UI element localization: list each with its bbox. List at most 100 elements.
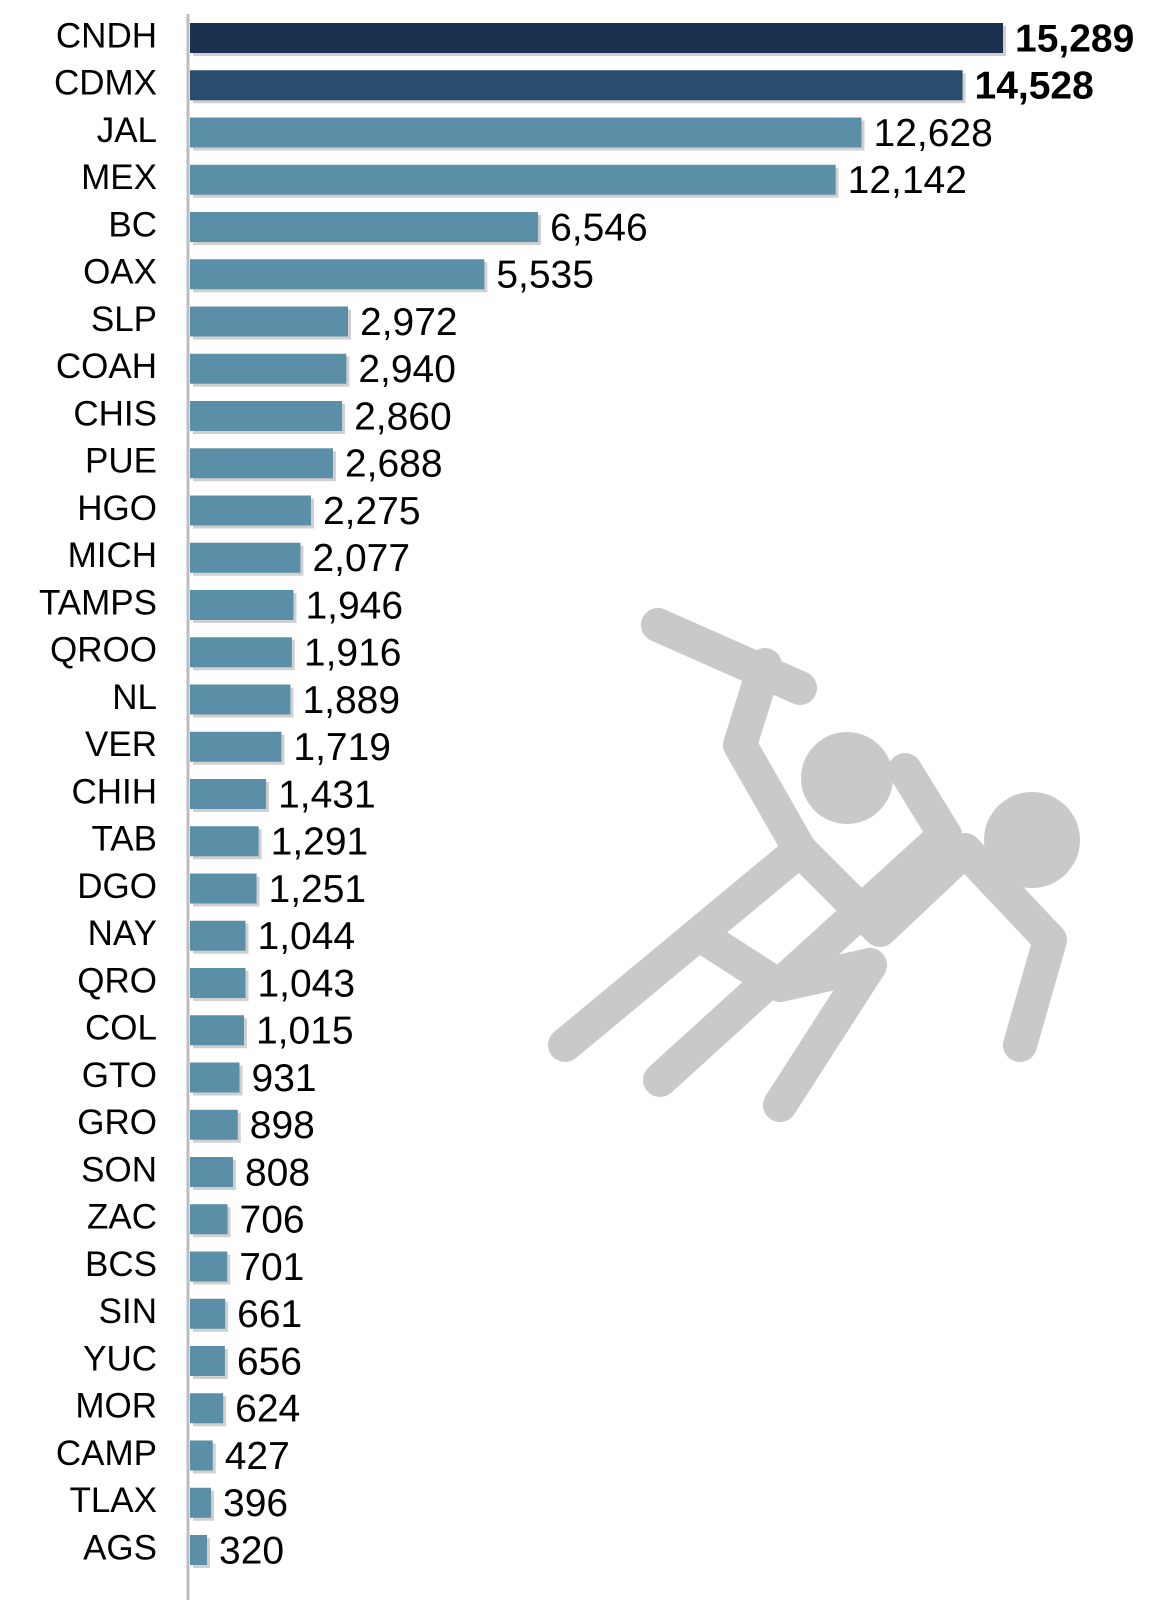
value-label: 1,916 <box>304 632 402 675</box>
category-label: ZAC <box>87 1198 157 1237</box>
bar <box>190 1487 212 1518</box>
category-label: CDMX <box>54 64 157 103</box>
category-label: AGS <box>83 1528 157 1567</box>
value-label: 2,688 <box>345 443 443 486</box>
category-label: NAY <box>88 914 157 953</box>
value-label: 15,289 <box>1015 17 1134 60</box>
category-label: GRO <box>77 1103 157 1142</box>
category-label: PUE <box>85 442 157 481</box>
bar <box>190 1440 213 1471</box>
bar <box>190 684 291 715</box>
category-label: GTO <box>82 1056 157 1095</box>
bar <box>190 495 311 526</box>
value-label: 396 <box>223 1482 288 1525</box>
value-label: 661 <box>237 1293 302 1336</box>
bar <box>190 353 347 384</box>
value-label: 2,972 <box>360 301 458 344</box>
value-label: 656 <box>237 1340 302 1383</box>
bar <box>190 779 267 809</box>
category-label: SIN <box>99 1292 157 1331</box>
fight-icon <box>548 608 1080 1122</box>
bar <box>190 1109 238 1140</box>
bar <box>190 448 333 479</box>
bar <box>190 1535 208 1565</box>
value-label: 1,043 <box>257 962 355 1005</box>
category-label: CNDH <box>56 16 157 55</box>
bar <box>190 1393 224 1424</box>
bar <box>190 1062 240 1093</box>
value-label: 1,946 <box>305 584 403 627</box>
value-label: 1,044 <box>258 915 356 958</box>
value-label: 1,251 <box>269 868 367 911</box>
category-label: CHIH <box>71 772 157 811</box>
bar <box>190 873 257 904</box>
category-label: TLAX <box>69 1481 157 1520</box>
bar <box>190 401 343 431</box>
bar <box>190 117 862 148</box>
category-label: VER <box>85 725 157 764</box>
category-label: MOR <box>75 1387 157 1426</box>
category-label: TAMPS <box>39 583 157 622</box>
value-label: 320 <box>219 1529 284 1572</box>
category-label: OAX <box>83 253 157 292</box>
category-label: YUC <box>83 1339 157 1378</box>
value-label: 706 <box>240 1199 305 1242</box>
value-label: 701 <box>239 1246 304 1289</box>
value-label: 12,142 <box>848 159 967 202</box>
category-label: QRO <box>77 961 157 1000</box>
value-label: 2,940 <box>358 348 456 391</box>
category-label: BCS <box>85 1245 157 1284</box>
bar <box>190 1346 225 1376</box>
bar <box>190 1204 228 1235</box>
bar <box>190 590 294 620</box>
category-label: SLP <box>91 300 157 339</box>
category-label: COAH <box>56 347 157 386</box>
bar <box>190 968 246 998</box>
value-label: 1,291 <box>271 821 369 864</box>
category-label: HGO <box>77 489 157 528</box>
value-label: 6,546 <box>550 206 648 249</box>
value-label: 2,077 <box>312 537 410 580</box>
bar <box>190 306 349 337</box>
value-label: 12,628 <box>874 112 993 155</box>
bar <box>190 23 1003 53</box>
bar <box>190 1157 233 1187</box>
bar <box>190 259 485 290</box>
value-label: 1,431 <box>278 773 376 816</box>
category-label: MEX <box>81 158 157 197</box>
category-label: CHIS <box>73 394 157 433</box>
value-label: 2,275 <box>323 490 421 533</box>
category-label: NL <box>112 678 157 717</box>
bar <box>190 920 246 951</box>
category-label: JAL <box>97 111 157 150</box>
value-label: 931 <box>252 1057 317 1100</box>
value-label: 5,535 <box>496 254 594 297</box>
bar <box>190 70 963 101</box>
category-label: QROO <box>50 631 157 670</box>
category-label: DGO <box>77 867 157 906</box>
bar <box>190 542 301 573</box>
bar <box>190 164 836 195</box>
category-label: BC <box>108 205 157 244</box>
value-label: 1,889 <box>302 679 400 722</box>
bar <box>190 1015 244 1046</box>
category-label: MICH <box>68 536 157 575</box>
category-label: SON <box>81 1150 157 1189</box>
bar <box>190 1251 228 1282</box>
value-label: 2,860 <box>354 395 452 438</box>
value-label: 898 <box>250 1104 315 1147</box>
category-label: TAB <box>92 820 157 859</box>
category-label: CAMP <box>56 1434 157 1473</box>
bar <box>190 637 292 668</box>
value-label: 1,015 <box>256 1010 354 1053</box>
bar <box>190 826 259 857</box>
value-label: 14,528 <box>975 65 1094 108</box>
bar <box>190 731 282 762</box>
bar <box>190 212 539 242</box>
value-label: 624 <box>235 1388 300 1431</box>
value-label: 427 <box>225 1435 290 1478</box>
category-label: COL <box>85 1009 157 1048</box>
bar <box>190 1298 226 1329</box>
value-label: 1,719 <box>293 726 391 769</box>
